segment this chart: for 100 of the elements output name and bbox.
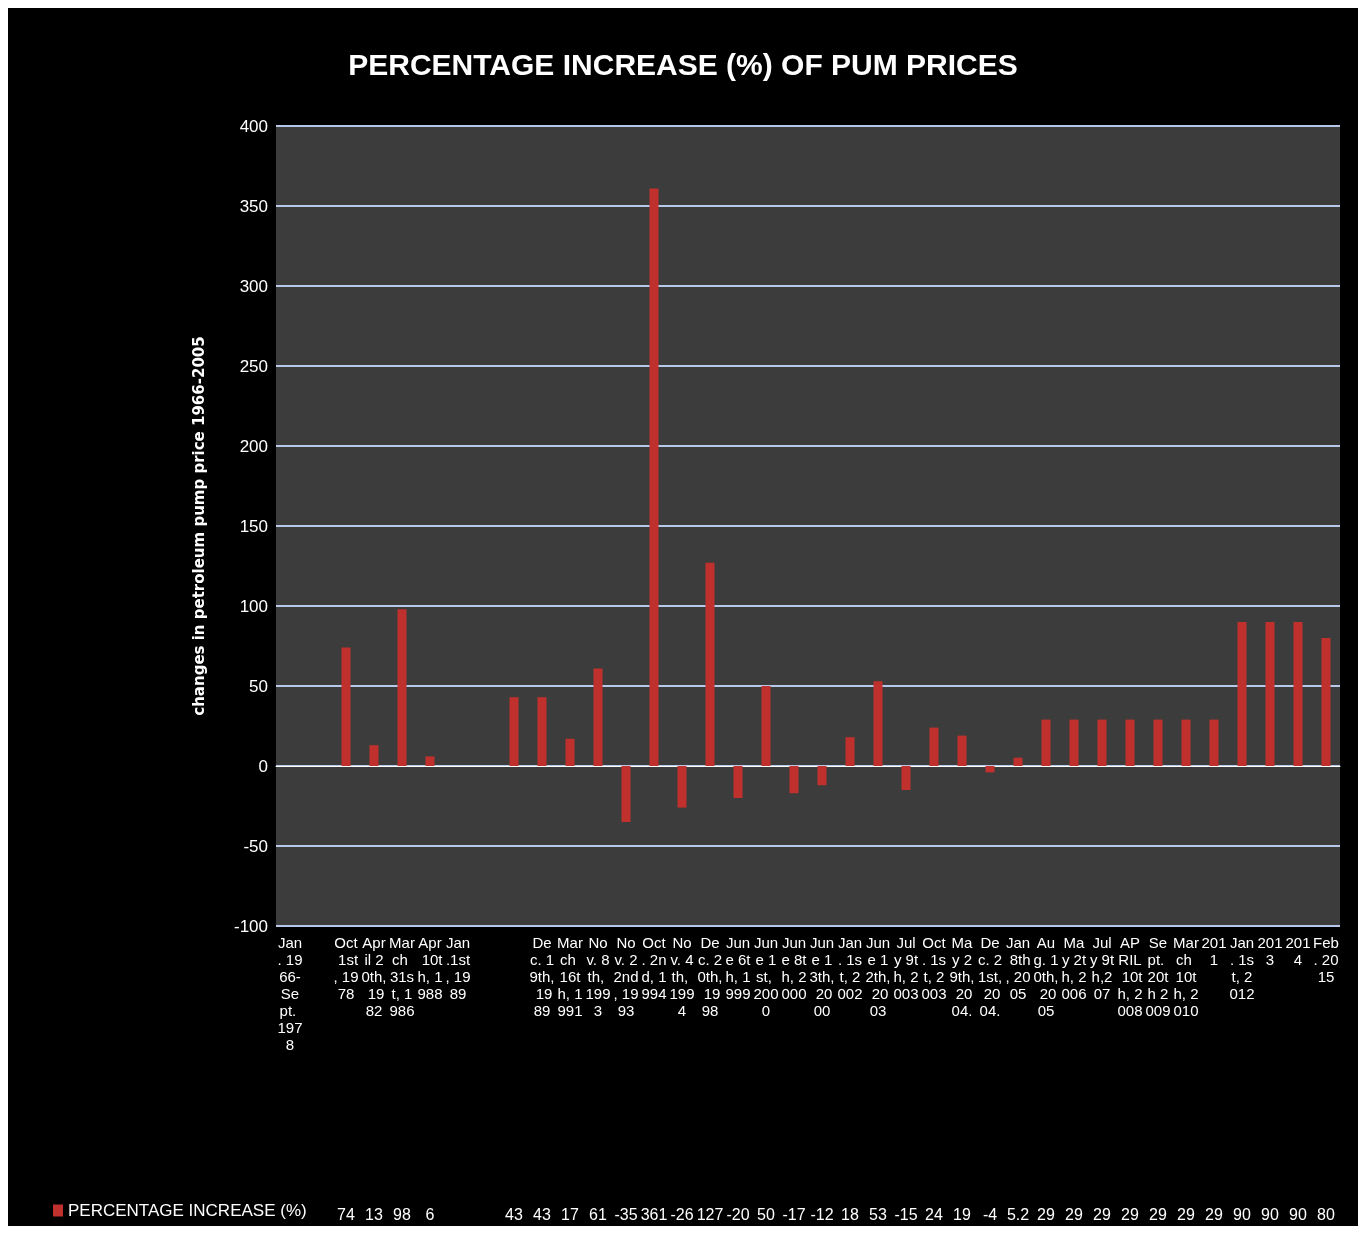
x-tick-label: Sept. 20th 2009 <box>1145 934 1171 1019</box>
bar <box>957 735 967 766</box>
bar <box>901 766 911 790</box>
y-tick-label: 350 <box>239 196 268 216</box>
bar <box>509 697 519 766</box>
bar <box>1097 719 1107 766</box>
bar <box>369 745 379 766</box>
data-label: 361 <box>640 1205 668 1223</box>
x-tick-label: Oct 1st, 1978 <box>333 934 359 1002</box>
x-tick-label: Nov. 4th, 1994 <box>669 934 695 1019</box>
y-tick-label: 0 <box>258 756 268 776</box>
x-tick-label: Dec. 19th, 1989 <box>529 934 555 1019</box>
x-tick-label: March 10th, 2010 <box>1173 934 1199 1019</box>
data-label: 50 <box>757 1205 775 1223</box>
bar <box>341 647 351 766</box>
x-tick-label: Apr 10th, 1988 <box>417 934 444 1002</box>
bar <box>1153 719 1163 766</box>
x-tick-label: Dec. 20th, 1998 <box>697 934 723 1019</box>
x-tick-label: 2014 <box>1285 934 1311 968</box>
data-label: 90 <box>1233 1205 1251 1223</box>
bar <box>537 697 547 766</box>
data-label: 29 <box>1093 1205 1111 1223</box>
x-tick-label: June 8th, 2000 <box>781 934 808 1002</box>
x-tick-label: Oct. 2nd, 1994 <box>641 934 667 1002</box>
bar <box>873 681 883 766</box>
bar <box>1321 638 1331 766</box>
y-tick-label: 400 <box>239 116 268 136</box>
x-tick-label: April 20th, 1982 <box>361 934 387 1019</box>
x-tick-label: July 9th, 2003 <box>893 934 919 1002</box>
data-label: 53 <box>869 1205 887 1223</box>
bar <box>733 766 743 798</box>
data-label: 29 <box>1121 1205 1139 1223</box>
data-label: 61 <box>589 1205 607 1223</box>
data-label: 80 <box>1317 1205 1335 1223</box>
x-tick-label: APRIL 10th, 2008 <box>1117 934 1144 1019</box>
data-label: 90 <box>1289 1205 1307 1223</box>
y-tick-label: 100 <box>239 596 268 616</box>
bar <box>593 668 603 766</box>
bar <box>425 756 435 766</box>
y-axis-title: changes in petroleum pump price 1966-2005 <box>189 336 208 716</box>
x-tick-label: Jan. 1st, 2002 <box>837 934 863 1002</box>
bar <box>649 188 659 766</box>
bar <box>565 738 575 766</box>
chart-title: PERCENTAGE INCREASE (%) OF PUM PRICES <box>348 47 1018 81</box>
data-label: 29 <box>1177 1205 1195 1223</box>
data-label: 43 <box>505 1205 523 1223</box>
bar <box>397 609 407 766</box>
x-tick-label: Dec. 21st, 2004. <box>977 934 1003 1019</box>
x-tick-label: June 12th, 2003 <box>865 934 891 1019</box>
bar <box>1069 719 1079 766</box>
bar <box>761 686 771 766</box>
bar <box>1013 757 1023 766</box>
bar <box>1181 719 1191 766</box>
x-tick-label: June 6th, 1999 <box>725 934 752 1002</box>
data-label: 29 <box>1149 1205 1167 1223</box>
data-label: 74 <box>337 1205 355 1223</box>
bar <box>1041 719 1051 766</box>
bar <box>929 727 939 766</box>
data-label: -4 <box>982 1205 998 1223</box>
x-tick-label: Aug. 10th, 2005 <box>1033 934 1059 1019</box>
bar <box>985 766 995 773</box>
x-tick-label: Jan.1st, 1989 <box>445 934 471 1002</box>
data-label: 17 <box>561 1205 579 1223</box>
y-tick-label: 150 <box>239 516 268 536</box>
data-label: -12 <box>810 1205 834 1223</box>
x-tick-label: Nov. 22nd, 1993 <box>613 934 639 1019</box>
data-label: -17 <box>782 1205 806 1223</box>
bar <box>845 737 855 766</box>
bar <box>621 766 631 822</box>
y-tick-label: 50 <box>249 676 268 696</box>
bar <box>789 766 799 794</box>
x-tick-label: Jan. 1966-Sept. 1978 <box>277 934 303 1053</box>
data-label: 29 <box>1065 1205 1083 1223</box>
x-tick-label: May 2th, 2006 <box>1061 934 1087 1002</box>
bar <box>1293 622 1303 766</box>
x-tick-label: 2011 <box>1201 934 1227 968</box>
bar <box>1209 719 1219 766</box>
data-label: 13 <box>365 1205 383 1223</box>
data-label: -15 <box>894 1205 918 1223</box>
legend-label: PERCENTAGE INCREASE (%) <box>68 1201 307 1220</box>
bar <box>705 562 715 766</box>
x-tick-label: June 1st, 2000 <box>753 934 779 1019</box>
data-label: 98 <box>393 1205 411 1223</box>
y-tick-label: 300 <box>239 276 268 296</box>
x-tick-label: Feb. 2015 <box>1313 934 1339 985</box>
y-tick-label: 200 <box>239 436 268 456</box>
x-tick-label: Oct. 1st, 2003 <box>921 934 947 1002</box>
x-tick-label: March 16th, 1991 <box>557 934 583 1019</box>
x-tick-label: July 9th,207 <box>1089 934 1115 1002</box>
data-label: -35 <box>614 1205 638 1223</box>
data-label: 29 <box>1037 1205 1055 1223</box>
data-label: 6 <box>425 1205 435 1223</box>
x-tick-label: May 29th, 2004. <box>949 934 975 1019</box>
data-label: -26 <box>670 1205 694 1223</box>
x-tick-label: Jan 8th, 2005 <box>1005 934 1031 1002</box>
bar <box>1125 719 1135 766</box>
data-label: 5.2 <box>1006 1205 1030 1223</box>
data-label: 43 <box>533 1205 551 1223</box>
x-tick-label: 2013 <box>1257 934 1283 968</box>
x-tick-label: March 31st, 1986 <box>389 934 415 1019</box>
